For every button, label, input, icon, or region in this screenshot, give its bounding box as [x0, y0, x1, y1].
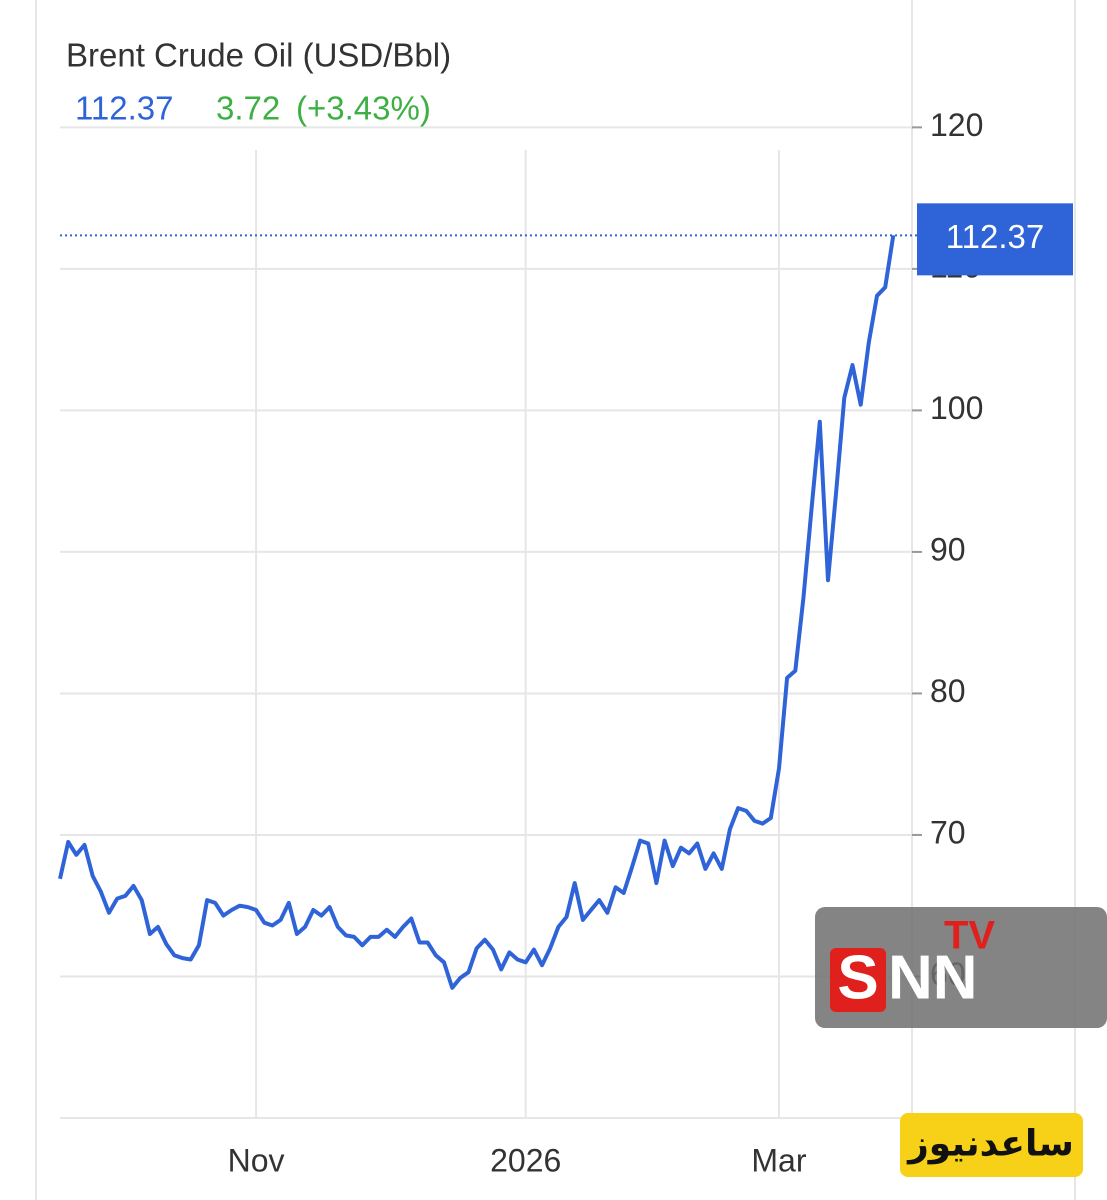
grid [60, 126, 922, 1119]
logo-nn: NN [888, 943, 978, 1012]
chart-title: Brent Crude Oil (USD/Bbl) [66, 37, 451, 74]
snn-logo: S NN TV [815, 907, 1107, 1028]
y-tick-label: 90 [930, 531, 966, 567]
y-tick-label: 70 [930, 814, 966, 850]
price-line [58, 234, 896, 990]
logo-background [815, 907, 1107, 1028]
y-tick-label: 80 [930, 673, 966, 709]
watermark-text: ساعدنیوز [906, 1123, 1074, 1165]
y-tick-label: 120 [930, 107, 983, 143]
logo-s: S [837, 943, 878, 1012]
price-change-pct: (+3.43%) [296, 90, 431, 127]
logo-red-box [830, 948, 886, 1012]
price-change: 3.72 [216, 90, 280, 127]
x-tick-label: Mar [751, 1142, 806, 1178]
last-price: 112.37 [75, 90, 173, 127]
last-price-label: 112.37 [946, 218, 1044, 255]
watermark-box [900, 1113, 1083, 1177]
y-tick-label: 100 [930, 390, 983, 426]
x-tick-label: 2026 [490, 1142, 561, 1178]
logo-tv: TV [944, 914, 995, 958]
last-price-box [917, 203, 1073, 276]
x-tick-label: Nov [228, 1142, 285, 1178]
